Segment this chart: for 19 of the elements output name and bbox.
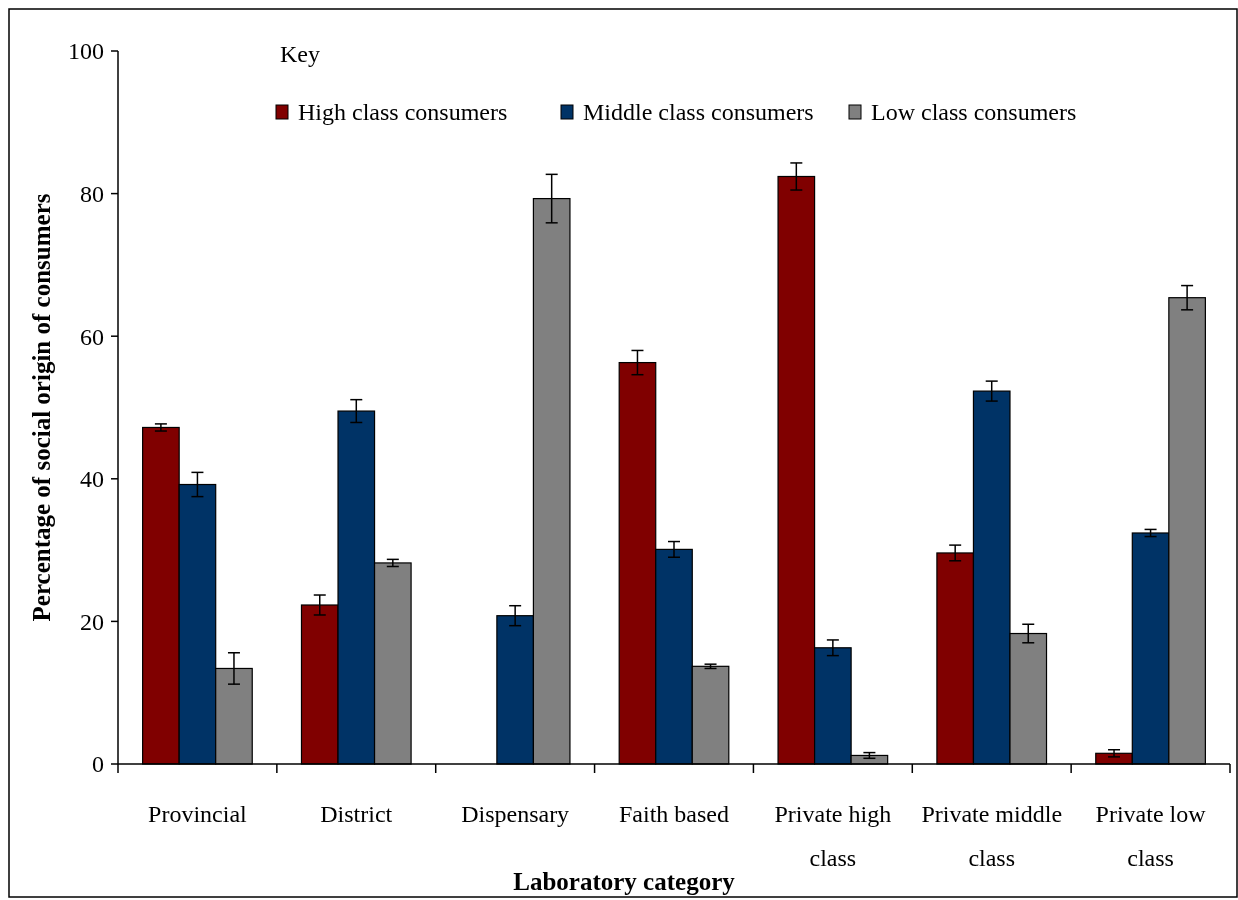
x-tick-label: Private low class: [1095, 801, 1207, 871]
x-tick-label: Provincial: [148, 801, 248, 827]
legend-title: Key: [280, 41, 320, 67]
y-axis-title: Percentage of social origin of consumers: [28, 193, 55, 622]
legend-label: Middle class consumers: [583, 99, 814, 125]
y-tick-label: 0: [92, 751, 104, 778]
legend-label: Low class consumers: [871, 99, 1077, 125]
y-tick-label: 60: [80, 323, 104, 350]
x-tick-label: Faith based: [619, 801, 729, 827]
x-tick-label: Private high class: [774, 801, 892, 871]
x-tick-label: Private middle class: [921, 801, 1063, 871]
x-tick-label: District: [320, 801, 393, 827]
x-tick-label: Dispensary: [461, 801, 570, 827]
y-tick-label: 20: [80, 608, 104, 635]
legend-label: High class consumers: [298, 99, 508, 125]
y-tick-label: 40: [80, 466, 104, 493]
y-tick-label: 80: [80, 181, 104, 207]
y-tick-label: 100: [68, 38, 104, 65]
x-axis-title: Laboratory category: [513, 868, 736, 895]
